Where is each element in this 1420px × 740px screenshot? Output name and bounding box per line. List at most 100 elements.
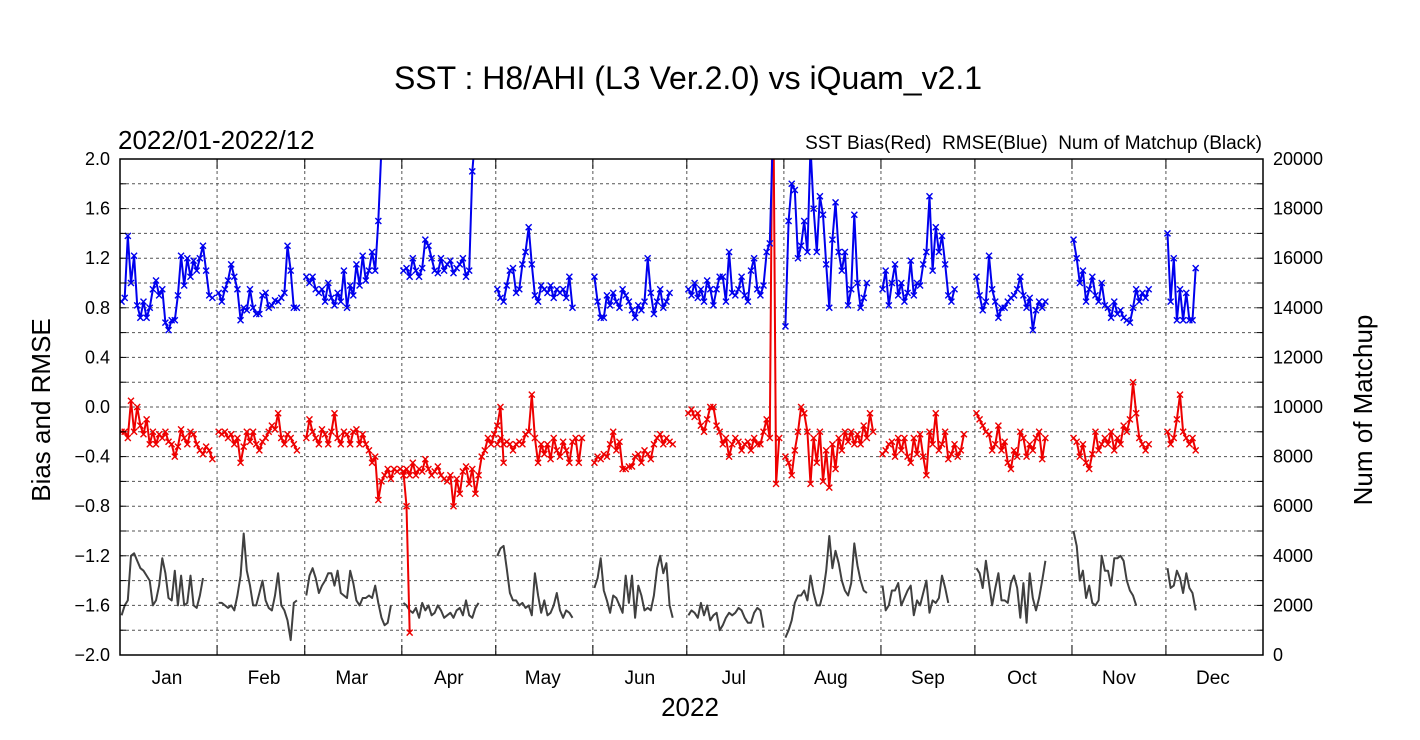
data-point [565, 273, 573, 281]
data-point [700, 428, 708, 436]
data-point [543, 440, 551, 448]
data-point [365, 446, 373, 454]
y-tick-label-right: 4000 [1273, 546, 1313, 566]
data-point [838, 446, 846, 454]
data-point [822, 446, 830, 454]
data-point [515, 285, 523, 293]
data-point [412, 471, 420, 479]
data-point [825, 484, 833, 492]
data-point [891, 260, 899, 268]
data-point [1182, 289, 1190, 297]
data-point [1098, 440, 1106, 448]
data-point [644, 450, 652, 458]
data-point [1126, 319, 1134, 327]
data-point [650, 440, 658, 448]
data-point [446, 471, 454, 479]
data-point [403, 264, 411, 272]
data-point [1076, 453, 1084, 461]
data-point [471, 490, 479, 498]
y-tick-label-left: −0.4 [74, 447, 110, 467]
data-point [1117, 306, 1125, 314]
data-point [1038, 304, 1046, 312]
y-tick-label-right: 0 [1273, 645, 1283, 665]
data-point [785, 459, 793, 467]
data-point [979, 422, 987, 430]
data-point [1138, 440, 1146, 448]
data-point [1091, 428, 1099, 436]
data-point [932, 223, 940, 231]
data-point [1016, 273, 1024, 281]
data-point [334, 434, 342, 442]
series-line [1072, 381, 1150, 470]
data-point [365, 267, 373, 275]
data-point [531, 434, 539, 442]
data-point [468, 167, 476, 175]
data-point [575, 459, 583, 467]
series-line [975, 412, 1047, 470]
data-point [371, 267, 379, 275]
data-point [1041, 298, 1049, 306]
series-line [120, 552, 204, 616]
data-point [747, 446, 755, 454]
data-point [897, 279, 905, 287]
data-point [954, 453, 962, 461]
data-point [1088, 273, 1096, 281]
data-point [850, 440, 858, 448]
data-point [362, 277, 370, 285]
data-point [703, 277, 711, 285]
data-point [133, 403, 141, 411]
data-point [343, 304, 351, 312]
data-point [171, 453, 179, 461]
data-point [233, 434, 241, 442]
data-point [387, 475, 395, 483]
data-point [377, 477, 385, 485]
data-point [158, 285, 166, 293]
data-point [227, 260, 235, 268]
y-tick-label-left: 1.6 [85, 199, 110, 219]
data-point [763, 415, 771, 423]
data-point [406, 471, 414, 479]
data-point [205, 446, 213, 454]
data-point [1167, 298, 1175, 306]
data-point [1001, 438, 1009, 446]
data-point [130, 252, 138, 260]
data-point [647, 289, 655, 297]
data-point [280, 440, 288, 448]
data-point [193, 267, 201, 275]
data-point [810, 205, 818, 213]
data-point [1113, 434, 1121, 442]
data-point [190, 430, 198, 438]
data-point [744, 298, 752, 306]
data-point [262, 434, 270, 442]
data-point [938, 440, 946, 448]
data-point [615, 438, 623, 446]
y-tick-label-right: 14000 [1273, 298, 1323, 318]
data-point [600, 314, 608, 322]
data-point [149, 285, 157, 293]
data-point [277, 294, 285, 302]
data-point [462, 463, 470, 471]
data-point [641, 298, 649, 306]
y-axis-label-right: Num of Matchup [1348, 315, 1378, 506]
data-point [569, 304, 576, 312]
data-point [237, 459, 245, 467]
data-point [1117, 440, 1125, 448]
data-point [960, 430, 968, 438]
data-point [634, 301, 642, 309]
data-point [731, 291, 739, 299]
data-point [788, 180, 796, 188]
data-point [1073, 254, 1081, 262]
series-layer [120, 159, 1200, 642]
data-point [738, 446, 746, 454]
data-point [183, 440, 191, 448]
data-point [734, 285, 742, 293]
data-point [155, 291, 163, 299]
data-point [121, 294, 129, 302]
data-point [951, 285, 959, 293]
data-point [634, 450, 642, 458]
data-point [136, 422, 144, 430]
x-tick-label: Mar [335, 668, 368, 689]
data-point [349, 291, 357, 299]
data-point [443, 477, 451, 485]
data-point [738, 273, 746, 281]
